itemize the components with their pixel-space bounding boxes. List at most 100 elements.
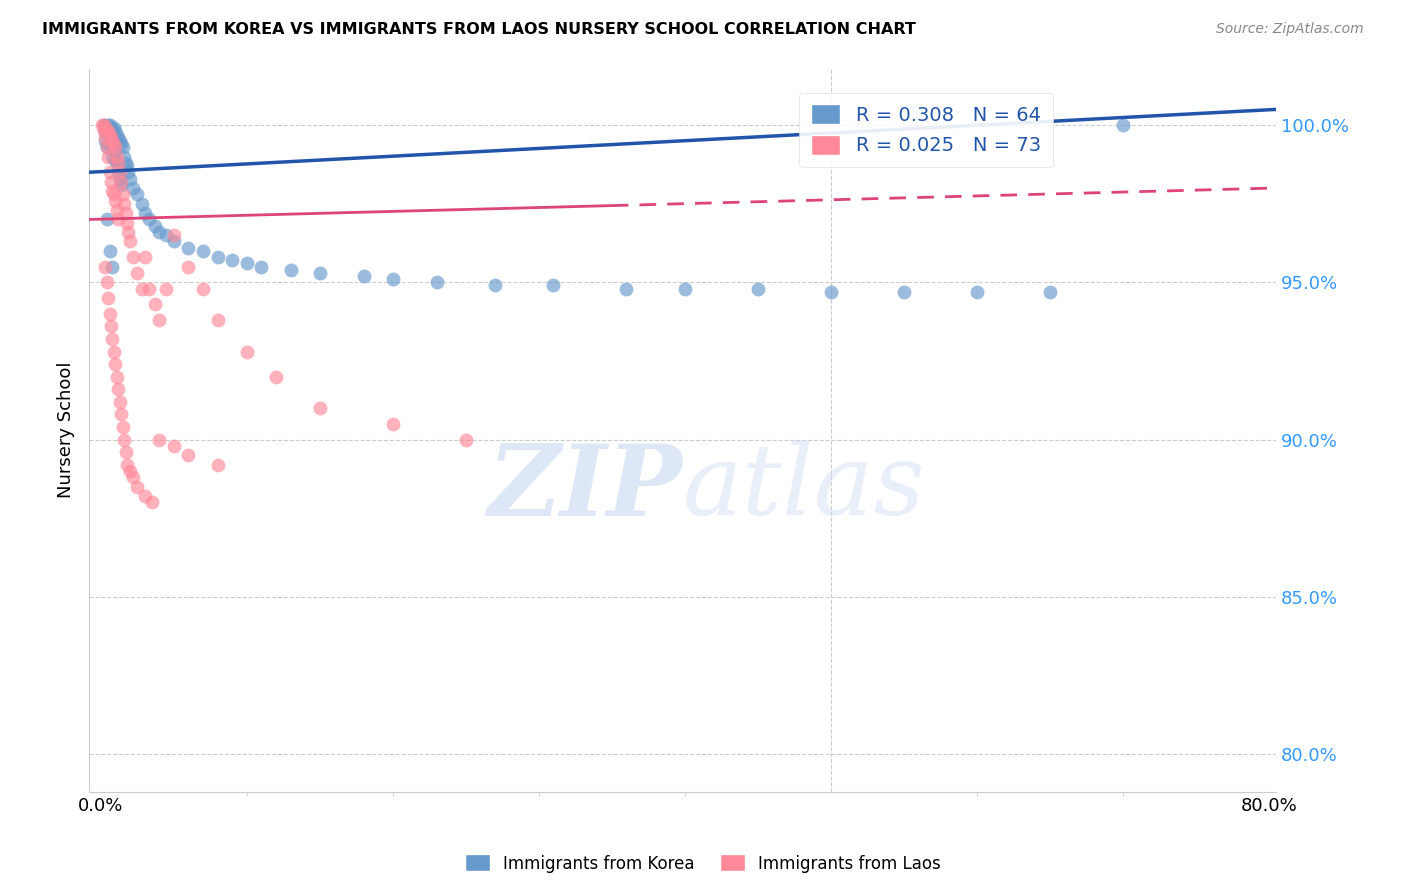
Point bbox=[308, 401, 330, 416]
Point bbox=[966, 285, 988, 299]
Point bbox=[111, 140, 134, 154]
Point bbox=[134, 489, 156, 503]
Point bbox=[177, 241, 200, 255]
Point bbox=[280, 262, 302, 277]
Point bbox=[94, 124, 117, 138]
Point bbox=[155, 228, 177, 243]
Point bbox=[131, 282, 153, 296]
Point bbox=[353, 268, 375, 283]
Point bbox=[614, 282, 637, 296]
Point bbox=[103, 121, 125, 136]
Point bbox=[93, 118, 115, 132]
Point bbox=[112, 150, 135, 164]
Point bbox=[98, 130, 121, 145]
Point bbox=[1039, 285, 1062, 299]
Point bbox=[101, 260, 124, 274]
Point bbox=[104, 357, 127, 371]
Point bbox=[100, 130, 122, 145]
Point bbox=[98, 118, 121, 132]
Point bbox=[191, 282, 214, 296]
Point bbox=[115, 216, 138, 230]
Point bbox=[108, 171, 131, 186]
Point bbox=[110, 178, 132, 192]
Point bbox=[96, 124, 118, 138]
Point bbox=[235, 256, 257, 270]
Point bbox=[101, 184, 124, 198]
Point bbox=[103, 143, 125, 157]
Text: Source: ZipAtlas.com: Source: ZipAtlas.com bbox=[1216, 22, 1364, 37]
Point bbox=[114, 445, 136, 459]
Point bbox=[127, 187, 149, 202]
Point bbox=[127, 480, 149, 494]
Point bbox=[141, 495, 163, 509]
Point bbox=[207, 313, 229, 327]
Point bbox=[108, 394, 131, 409]
Point bbox=[118, 235, 141, 249]
Point bbox=[163, 439, 186, 453]
Text: ZIP: ZIP bbox=[488, 440, 682, 536]
Point bbox=[747, 282, 769, 296]
Point bbox=[207, 458, 229, 472]
Point bbox=[97, 124, 120, 138]
Point bbox=[96, 124, 118, 138]
Text: atlas: atlas bbox=[682, 441, 925, 535]
Point bbox=[98, 244, 121, 258]
Point bbox=[221, 253, 243, 268]
Point bbox=[117, 225, 139, 239]
Point bbox=[110, 408, 132, 422]
Point bbox=[264, 369, 287, 384]
Point bbox=[93, 118, 115, 132]
Point bbox=[96, 276, 118, 290]
Y-axis label: Nursery School: Nursery School bbox=[58, 362, 75, 499]
Point bbox=[96, 140, 118, 154]
Point bbox=[108, 165, 131, 179]
Point bbox=[127, 266, 149, 280]
Point bbox=[177, 448, 200, 462]
Point bbox=[820, 285, 842, 299]
Point bbox=[101, 150, 124, 164]
Point bbox=[114, 206, 136, 220]
Point bbox=[110, 136, 132, 151]
Text: IMMIGRANTS FROM KOREA VS IMMIGRANTS FROM LAOS NURSERY SCHOOL CORRELATION CHART: IMMIGRANTS FROM KOREA VS IMMIGRANTS FROM… bbox=[42, 22, 917, 37]
Point bbox=[101, 332, 124, 346]
Point bbox=[484, 278, 506, 293]
Point bbox=[104, 124, 127, 138]
Point bbox=[138, 212, 160, 227]
Point bbox=[98, 128, 121, 142]
Point bbox=[308, 266, 330, 280]
Point bbox=[105, 156, 128, 170]
Point bbox=[103, 136, 125, 151]
Point bbox=[121, 470, 143, 484]
Point bbox=[98, 307, 121, 321]
Point bbox=[105, 202, 128, 217]
Point bbox=[94, 121, 117, 136]
Point bbox=[100, 121, 122, 136]
Point bbox=[97, 118, 120, 132]
Point bbox=[97, 128, 120, 142]
Point bbox=[111, 420, 134, 434]
Point bbox=[121, 181, 143, 195]
Point bbox=[235, 344, 257, 359]
Point bbox=[114, 156, 136, 170]
Point bbox=[94, 134, 117, 148]
Point bbox=[104, 153, 127, 167]
Point bbox=[94, 260, 117, 274]
Point bbox=[105, 150, 128, 164]
Point bbox=[112, 433, 135, 447]
Point bbox=[117, 165, 139, 179]
Point bbox=[100, 175, 122, 189]
Point bbox=[118, 171, 141, 186]
Point bbox=[93, 124, 115, 138]
Point bbox=[148, 433, 170, 447]
Point bbox=[454, 433, 477, 447]
Point bbox=[207, 250, 229, 264]
Point bbox=[115, 458, 138, 472]
Point bbox=[103, 187, 125, 202]
Point bbox=[163, 228, 186, 243]
Point bbox=[118, 464, 141, 478]
Point bbox=[134, 206, 156, 220]
Point bbox=[110, 175, 132, 189]
Point bbox=[893, 285, 915, 299]
Point bbox=[425, 276, 447, 290]
Point bbox=[121, 250, 143, 264]
